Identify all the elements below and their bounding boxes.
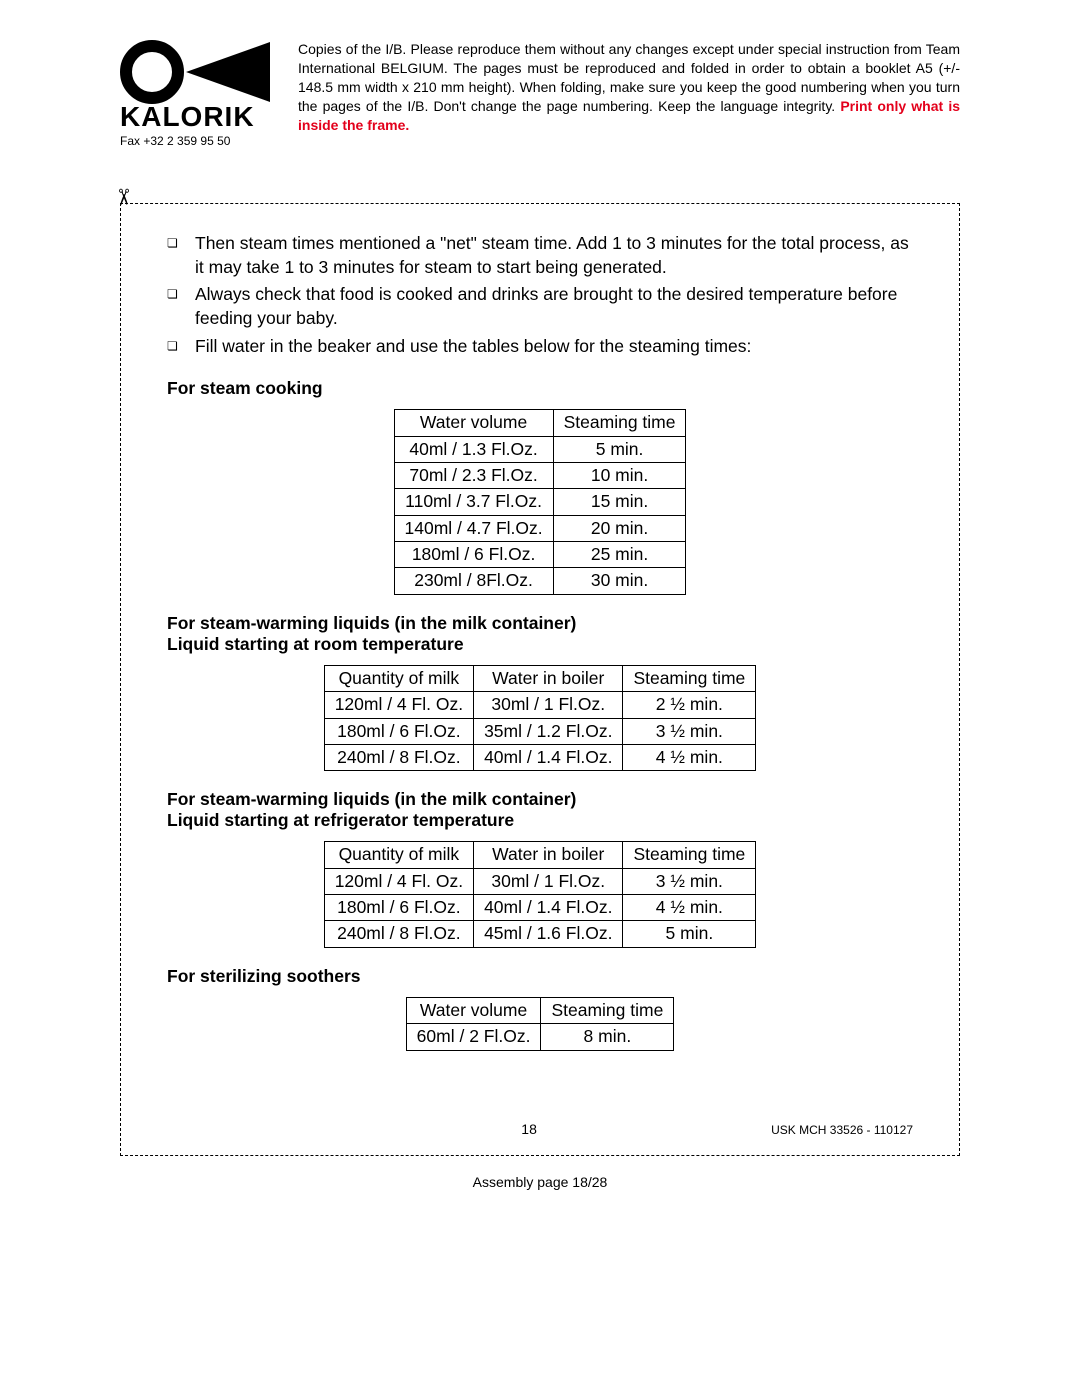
data-table: Water volumeSteaming time40ml / 1.3 Fl.O… [394,409,687,595]
table-header-cell: Water in boiler [474,665,623,691]
section-title: For steam cooking [167,378,913,399]
table-cell: 120ml / 4 Fl. Oz. [324,692,473,718]
table-cell: 60ml / 2 Fl.Oz. [406,1024,541,1050]
table-row: 240ml / 8 Fl.Oz.40ml / 1.4 Fl.Oz.4 ½ min… [324,744,756,770]
table-cell: 110ml / 3.7 Fl.Oz. [394,489,553,515]
table-cell: 5 min. [553,436,686,462]
assembly-footer: Assembly page 18/28 [120,1174,960,1190]
table-cell: 4 ½ min. [623,744,756,770]
brand-logo: KALORIK Fax +32 2 359 95 50 [120,40,270,148]
table-header-cell: Steaming time [623,842,756,868]
instruction-bullet-item: Always check that food is cooked and dri… [167,283,913,330]
table-cell: 8 min. [541,1024,674,1050]
table-cell: 30 min. [553,568,686,594]
reference-code: USK MCH 33526 - 110127 [771,1123,913,1137]
table-row: 110ml / 3.7 Fl.Oz.15 min. [394,489,686,515]
kalorik-logo-icon: KALORIK [120,40,270,130]
table-cell: 5 min. [623,921,756,947]
table-row: 180ml / 6 Fl.Oz.35ml / 1.2 Fl.Oz.3 ½ min… [324,718,756,744]
table-row: 60ml / 2 Fl.Oz.8 min. [406,1024,674,1050]
print-frame: Then steam times mentioned a "net" steam… [120,203,960,1156]
data-table: Quantity of milkWater in boilerSteaming … [324,841,757,948]
instruction-bullets: Then steam times mentioned a "net" steam… [167,232,913,358]
section-title: For sterilizing soothers [167,966,913,987]
table-row: 120ml / 4 Fl. Oz.30ml / 1 Fl.Oz.2 ½ min. [324,692,756,718]
table-header-cell: Steaming time [541,997,674,1023]
table-header-cell: Water in boiler [474,842,623,868]
section-title: For steam-warming liquids (in the milk c… [167,789,913,831]
table-cell: 3 ½ min. [623,718,756,744]
table-row: 180ml / 6 Fl.Oz.40ml / 1.4 Fl.Oz.4 ½ min… [324,895,756,921]
table-row: 40ml / 1.3 Fl.Oz.5 min. [394,436,686,462]
sections-container: For steam cookingWater volumeSteaming ti… [167,378,913,1050]
table-header-cell: Steaming time [553,410,686,436]
table-cell: 240ml / 8 Fl.Oz. [324,744,473,770]
table-header-cell: Water volume [406,997,541,1023]
table-header-row: Water volumeSteaming time [406,997,674,1023]
table-cell: 40ml / 1.4 Fl.Oz. [474,895,623,921]
table-cell: 230ml / 8Fl.Oz. [394,568,553,594]
table-row: 120ml / 4 Fl. Oz.30ml / 1 Fl.Oz.3 ½ min. [324,868,756,894]
table-header-row: Quantity of milkWater in boilerSteaming … [324,842,756,868]
table-header-cell: Steaming time [623,665,756,691]
frame-footer: 18 USK MCH 33526 - 110127 [167,1121,913,1137]
table-cell: 180ml / 6 Fl.Oz. [394,542,553,568]
data-table: Quantity of milkWater in boilerSteaming … [324,665,757,772]
table-header-row: Quantity of milkWater in boilerSteaming … [324,665,756,691]
table-cell: 240ml / 8 Fl.Oz. [324,921,473,947]
table-cell: 70ml / 2.3 Fl.Oz. [394,462,553,488]
table-cell: 35ml / 1.2 Fl.Oz. [474,718,623,744]
table-cell: 180ml / 6 Fl.Oz. [324,895,473,921]
table-cell: 140ml / 4.7 Fl.Oz. [394,515,553,541]
table-cell: 4 ½ min. [623,895,756,921]
instruction-bullet-item: Fill water in the beaker and use the tab… [167,335,913,359]
table-row: 180ml / 6 Fl.Oz.25 min. [394,542,686,568]
table-cell: 180ml / 6 Fl.Oz. [324,718,473,744]
section-title: For steam-warming liquids (in the milk c… [167,613,913,655]
table-row: 140ml / 4.7 Fl.Oz.20 min. [394,515,686,541]
table-header-row: Water volumeSteaming time [394,410,686,436]
data-table: Water volumeSteaming time60ml / 2 Fl.Oz.… [406,997,675,1051]
table-row: 240ml / 8 Fl.Oz.45ml / 1.6 Fl.Oz.5 min. [324,921,756,947]
brand-text: KALORIK [120,101,255,130]
instruction-bullet-item: Then steam times mentioned a "net" steam… [167,232,913,279]
header-disclaimer: Copies of the I/B. Please reproduce them… [298,40,960,134]
table-cell: 15 min. [553,489,686,515]
table-cell: 10 min. [553,462,686,488]
table-header-cell: Water volume [394,410,553,436]
table-header-cell: Quantity of milk [324,842,473,868]
table-cell: 20 min. [553,515,686,541]
table-cell: 45ml / 1.6 Fl.Oz. [474,921,623,947]
table-cell: 40ml / 1.4 Fl.Oz. [474,744,623,770]
table-cell: 25 min. [553,542,686,568]
table-header-cell: Quantity of milk [324,665,473,691]
table-row: 230ml / 8Fl.Oz.30 min. [394,568,686,594]
table-cell: 30ml / 1 Fl.Oz. [474,692,623,718]
table-cell: 30ml / 1 Fl.Oz. [474,868,623,894]
table-cell: 3 ½ min. [623,868,756,894]
table-cell: 2 ½ min. [623,692,756,718]
fax-label: Fax +32 2 359 95 50 [120,134,270,148]
table-cell: 120ml / 4 Fl. Oz. [324,868,473,894]
table-cell: 40ml / 1.3 Fl.Oz. [394,436,553,462]
table-row: 70ml / 2.3 Fl.Oz.10 min. [394,462,686,488]
page-header: KALORIK Fax +32 2 359 95 50 Copies of th… [120,40,960,148]
page-number: 18 [287,1121,771,1137]
